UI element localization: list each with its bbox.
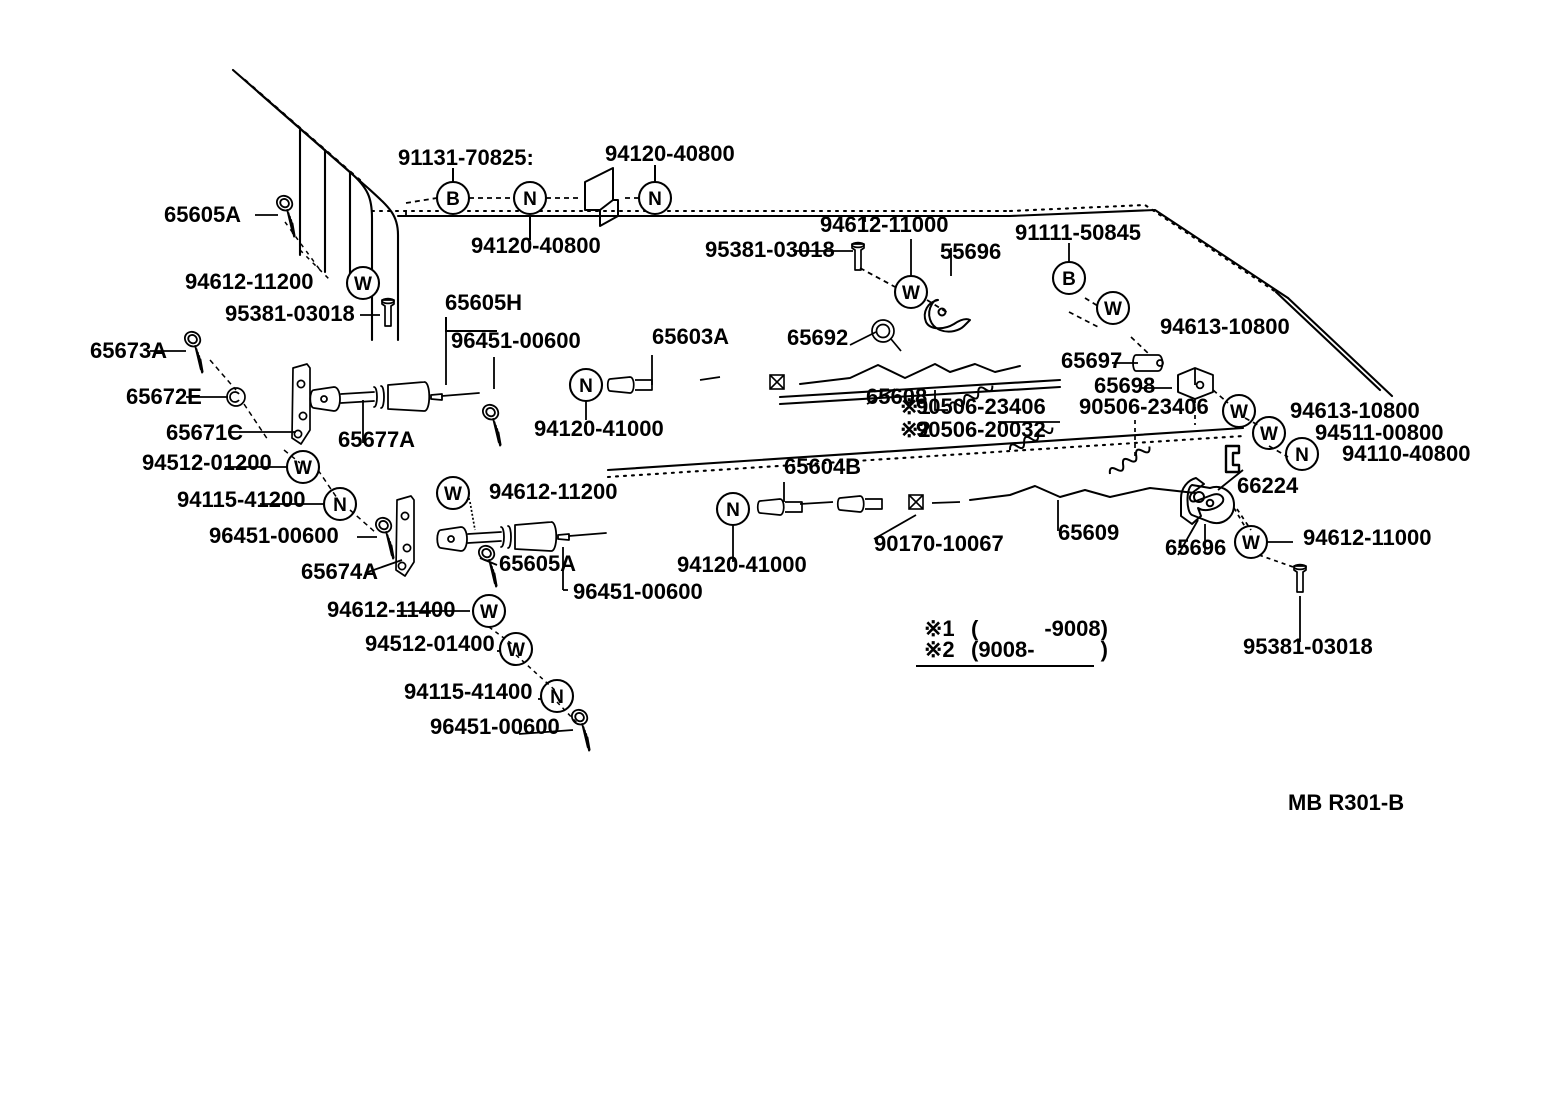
- svg-text:90506-23406: 90506-23406: [1079, 394, 1209, 419]
- svg-text:MB R301-B: MB R301-B: [1288, 790, 1404, 815]
- svg-text:65605H: 65605H: [445, 290, 522, 315]
- svg-text:94612-11400: 94612-11400: [327, 597, 455, 622]
- svg-text:94512-01200: 94512-01200: [142, 450, 272, 475]
- svg-text:65605A: 65605A: [499, 551, 576, 576]
- svg-text:65677A: 65677A: [338, 427, 415, 452]
- svg-text:96451-00600: 96451-00600: [209, 523, 339, 548]
- svg-text:66224: 66224: [1237, 473, 1299, 498]
- svg-text:55696: 55696: [940, 239, 1001, 264]
- svg-text:94120-41000: 94120-41000: [677, 552, 807, 577]
- svg-text:94612-11000: 94612-11000: [820, 212, 948, 237]
- svg-text:※2: ※2: [924, 637, 955, 662]
- svg-text:65696: 65696: [1165, 535, 1226, 560]
- svg-text:94120-41000: 94120-41000: [534, 416, 664, 441]
- svg-text:94120-40800: 94120-40800: [471, 233, 601, 258]
- svg-text:95381-03018: 95381-03018: [1243, 634, 1373, 659]
- svg-text:94612-11200: 94612-11200: [489, 479, 617, 504]
- svg-text:65609: 65609: [1058, 520, 1119, 545]
- svg-text:65692: 65692: [787, 325, 848, 350]
- svg-text:65604B: 65604B: [784, 454, 861, 479]
- svg-text:90506-23406: 90506-23406: [916, 394, 1046, 419]
- svg-text:90170-10067: 90170-10067: [874, 531, 1004, 556]
- svg-text:65603A: 65603A: [652, 324, 729, 349]
- svg-text:(9008- ): (9008- ): [971, 637, 1108, 662]
- svg-text:94613-10800: 94613-10800: [1160, 314, 1290, 339]
- svg-text:95381-03018: 95381-03018: [705, 237, 835, 262]
- svg-text:94612-11000: 94612-11000: [1303, 525, 1431, 550]
- svg-text:94110-40800: 94110-40800: [1342, 441, 1470, 466]
- svg-text:90506-20032: 90506-20032: [916, 417, 1046, 442]
- svg-text:94120-40800: 94120-40800: [605, 141, 735, 166]
- svg-text:94115-41200: 94115-41200: [177, 487, 305, 512]
- svg-text:91111-50845: 91111-50845: [1015, 220, 1141, 245]
- svg-text:94612-11200: 94612-11200: [185, 269, 313, 294]
- svg-text:95381-03018: 95381-03018: [225, 301, 355, 326]
- svg-text:94512-01400: 94512-01400: [365, 631, 495, 656]
- svg-text:94115-41400: 94115-41400: [404, 679, 532, 704]
- svg-text:65605A: 65605A: [164, 202, 241, 227]
- svg-text:96451-00600: 96451-00600: [430, 714, 560, 739]
- svg-text:65697: 65697: [1061, 348, 1122, 373]
- svg-text:96451-00600: 96451-00600: [573, 579, 703, 604]
- svg-text:91131-70825:: 91131-70825:: [398, 145, 534, 170]
